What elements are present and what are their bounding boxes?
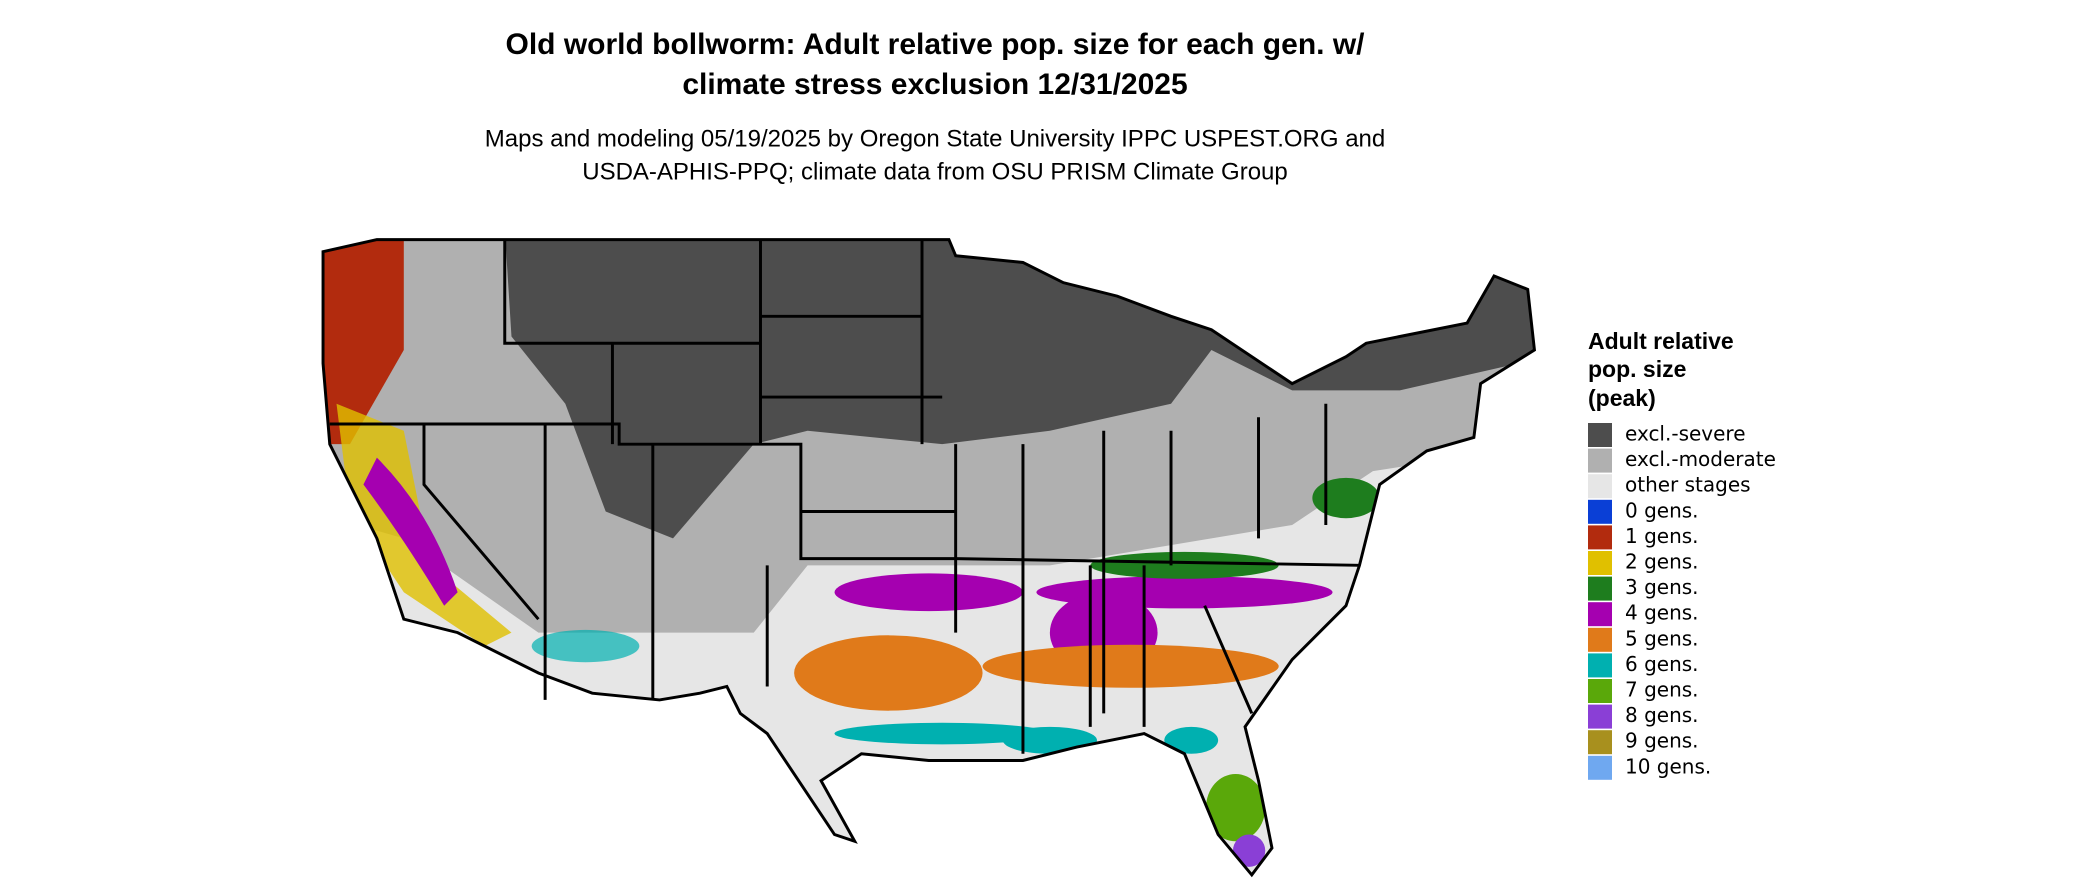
legend-label: 7 gens. [1625, 678, 1699, 702]
legend-label: other stages [1625, 473, 1751, 497]
legend-swatch [1588, 679, 1612, 703]
legend-label: 4 gens. [1625, 601, 1699, 625]
legend-label: 9 gens. [1625, 729, 1699, 753]
legend-swatch [1588, 423, 1612, 447]
legend-swatch [1588, 755, 1612, 780]
legend-swatch [1588, 474, 1612, 499]
legend-swatch [1588, 525, 1612, 550]
subtitle: Maps and modeling 05/19/2025 by Oregon S… [485, 125, 1385, 152]
subtitle: USDA-APHIS-PPQ; climate data from OSU PR… [582, 158, 1288, 185]
legend-swatch [1588, 551, 1612, 575]
legend-swatch [1588, 730, 1612, 755]
legend-label: 8 gens. [1625, 703, 1699, 727]
map [321, 238, 1537, 878]
legend-swatch [1588, 704, 1612, 729]
legend-swatch [1588, 653, 1612, 678]
legend-swatch [1588, 627, 1612, 652]
legend-label: excl.-moderate [1625, 447, 1776, 471]
legend-title: (peak) [1588, 385, 1656, 411]
legend-label: 10 gens. [1625, 754, 1711, 778]
legend-title: pop. size [1588, 356, 1686, 382]
legend-swatch [1588, 576, 1612, 601]
legend-swatch [1588, 448, 1612, 473]
legend-swatch [1588, 602, 1612, 627]
legend-label: 6 gens. [1625, 652, 1699, 676]
legend-title: Adult relative [1588, 328, 1734, 354]
legend-label: 1 gens. [1625, 524, 1699, 548]
legend-label: 3 gens. [1625, 575, 1699, 599]
legend-label: 5 gens. [1625, 626, 1699, 650]
title: climate stress exclusion 12/31/2025 [682, 68, 1187, 101]
legend-label: 2 gens. [1625, 550, 1699, 574]
legend-label: 0 gens. [1625, 498, 1699, 522]
legend-swatch [1588, 499, 1612, 524]
legend-label: excl.-severe [1625, 422, 1746, 446]
title: Old world bollworm: Adult relative pop. … [506, 28, 1366, 61]
